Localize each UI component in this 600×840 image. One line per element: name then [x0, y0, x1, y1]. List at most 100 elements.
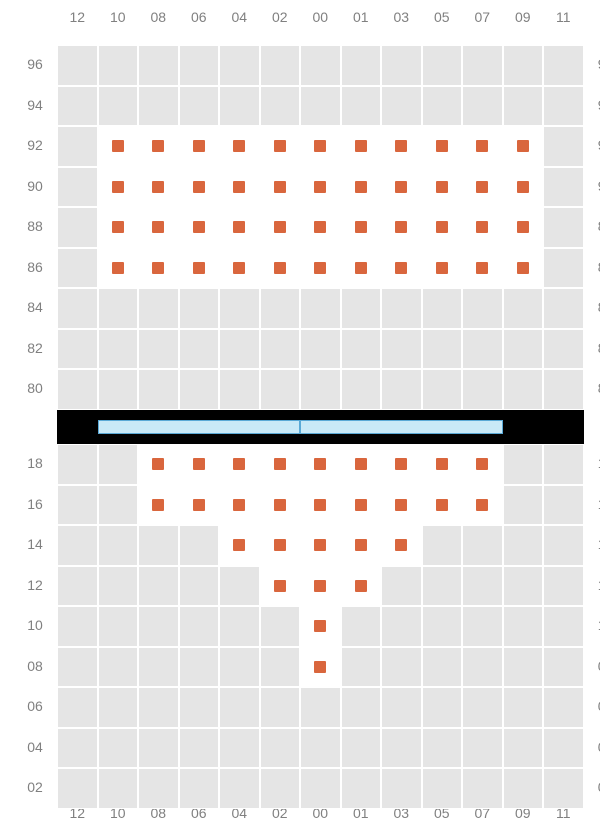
- seat-cell[interactable]: [422, 444, 463, 485]
- seat-cell[interactable]: [300, 126, 341, 167]
- seat-cell[interactable]: [260, 485, 301, 526]
- empty-cell: [300, 687, 341, 728]
- seat-cell[interactable]: [260, 167, 301, 208]
- seat-cell[interactable]: [341, 566, 382, 607]
- seat-marker: [233, 539, 245, 551]
- seat-cell[interactable]: [179, 167, 220, 208]
- seat-cell[interactable]: [341, 485, 382, 526]
- seat-cell[interactable]: [260, 248, 301, 289]
- seat-cell[interactable]: [503, 207, 544, 248]
- empty-cell: [138, 728, 179, 769]
- seat-cell[interactable]: [260, 126, 301, 167]
- seat-cell[interactable]: [219, 167, 260, 208]
- seat-cell[interactable]: [381, 485, 422, 526]
- seat-cell[interactable]: [219, 444, 260, 485]
- seat-cell[interactable]: [381, 126, 422, 167]
- seat-cell[interactable]: [422, 485, 463, 526]
- seat-cell[interactable]: [381, 167, 422, 208]
- seat-cell[interactable]: [138, 444, 179, 485]
- seat-cell[interactable]: [381, 207, 422, 248]
- seat-cell[interactable]: [422, 126, 463, 167]
- empty-cell: [543, 647, 584, 688]
- seat-marker: [314, 539, 326, 551]
- seat-cell[interactable]: [462, 126, 503, 167]
- seat-cell[interactable]: [179, 444, 220, 485]
- empty-cell: [462, 329, 503, 370]
- seat-cell[interactable]: [260, 566, 301, 607]
- empty-cell: [57, 45, 98, 86]
- seat-cell[interactable]: [341, 207, 382, 248]
- seat-cell[interactable]: [381, 248, 422, 289]
- seat-cell[interactable]: [300, 207, 341, 248]
- seat-cell[interactable]: [422, 207, 463, 248]
- seat-cell[interactable]: [341, 525, 382, 566]
- seat-cell[interactable]: [98, 126, 139, 167]
- empty-cell: [381, 768, 422, 809]
- seat-cell[interactable]: [138, 126, 179, 167]
- seat-cell[interactable]: [219, 485, 260, 526]
- empty-cell: [422, 687, 463, 728]
- seat-cell[interactable]: [341, 444, 382, 485]
- seat-cell[interactable]: [462, 167, 503, 208]
- seat-marker: [233, 499, 245, 511]
- seat-cell[interactable]: [179, 248, 220, 289]
- seat-marker: [193, 181, 205, 193]
- seat-cell[interactable]: [462, 485, 503, 526]
- seat-cell[interactable]: [98, 207, 139, 248]
- seat-cell[interactable]: [300, 606, 341, 647]
- seat-cell[interactable]: [381, 525, 422, 566]
- empty-cell: [422, 369, 463, 410]
- seat-cell[interactable]: [138, 207, 179, 248]
- seat-cell[interactable]: [98, 248, 139, 289]
- seat-cell[interactable]: [503, 167, 544, 208]
- seat-cell[interactable]: [219, 126, 260, 167]
- seat-cell[interactable]: [300, 248, 341, 289]
- top-grid-rowlabel-right: 80: [586, 380, 600, 396]
- bottom-grid-rowlabel-left: 14: [15, 536, 55, 552]
- seat-cell[interactable]: [300, 485, 341, 526]
- seat-marker: [436, 499, 448, 511]
- seat-cell[interactable]: [462, 207, 503, 248]
- seat-cell[interactable]: [260, 525, 301, 566]
- seat-cell[interactable]: [219, 207, 260, 248]
- empty-cell: [381, 728, 422, 769]
- seat-cell[interactable]: [422, 248, 463, 289]
- seat-cell[interactable]: [179, 126, 220, 167]
- empty-cell: [260, 288, 301, 329]
- seat-cell[interactable]: [300, 525, 341, 566]
- seat-cell[interactable]: [341, 248, 382, 289]
- seat-marker: [395, 458, 407, 470]
- seat-marker: [274, 262, 286, 274]
- empty-cell: [219, 329, 260, 370]
- seat-cell[interactable]: [341, 167, 382, 208]
- seat-cell[interactable]: [179, 485, 220, 526]
- seat-cell[interactable]: [219, 525, 260, 566]
- empty-cell: [179, 768, 220, 809]
- seat-cell[interactable]: [179, 207, 220, 248]
- seat-cell[interactable]: [138, 248, 179, 289]
- seat-marker: [314, 140, 326, 152]
- seat-cell[interactable]: [341, 126, 382, 167]
- empty-cell: [381, 288, 422, 329]
- seat-cell[interactable]: [422, 167, 463, 208]
- seat-cell[interactable]: [300, 566, 341, 607]
- seat-cell[interactable]: [260, 444, 301, 485]
- empty-cell: [503, 768, 544, 809]
- seat-cell[interactable]: [138, 167, 179, 208]
- empty-cell: [381, 606, 422, 647]
- seat-cell[interactable]: [462, 248, 503, 289]
- seat-cell[interactable]: [381, 444, 422, 485]
- empty-cell: [179, 687, 220, 728]
- seat-cell[interactable]: [462, 444, 503, 485]
- seat-cell[interactable]: [503, 126, 544, 167]
- empty-cell: [98, 566, 139, 607]
- seat-cell[interactable]: [98, 167, 139, 208]
- empty-cell: [543, 525, 584, 566]
- seat-cell[interactable]: [503, 248, 544, 289]
- seat-cell[interactable]: [219, 248, 260, 289]
- seat-cell[interactable]: [300, 444, 341, 485]
- seat-cell[interactable]: [300, 647, 341, 688]
- seat-cell[interactable]: [138, 485, 179, 526]
- seat-cell[interactable]: [300, 167, 341, 208]
- seat-cell[interactable]: [260, 207, 301, 248]
